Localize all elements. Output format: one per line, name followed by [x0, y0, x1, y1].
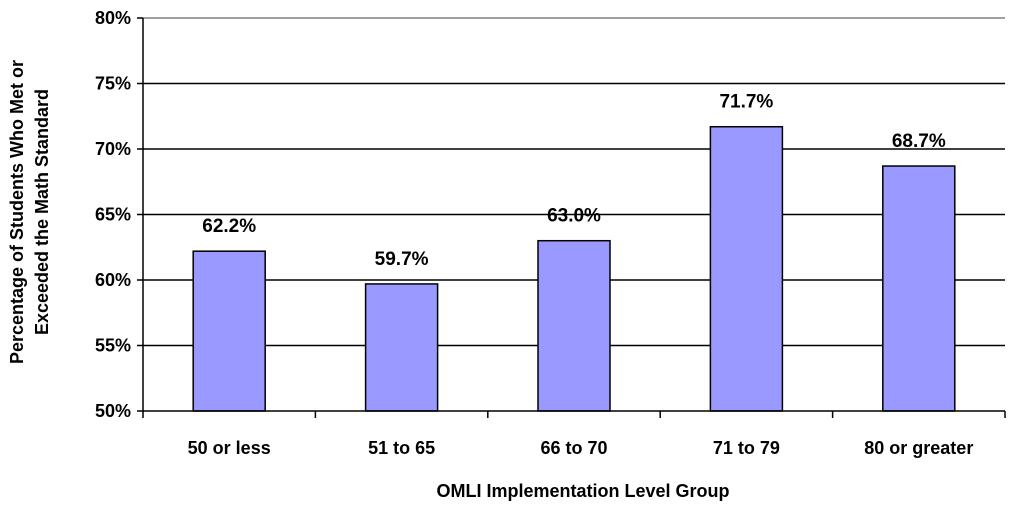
data-label: 59.7% — [375, 249, 429, 270]
bar-5 — [882, 165, 956, 412]
y-tick-label: 55% — [95, 336, 131, 356]
bar-2 — [364, 283, 439, 412]
y-tick-label: 75% — [95, 74, 131, 94]
bar-3 — [537, 239, 611, 412]
y-tick-label: 50% — [95, 401, 131, 421]
y-tick-label: 70% — [95, 139, 131, 159]
axes — [137, 17, 1006, 418]
data-label: 62.2% — [202, 216, 256, 237]
data-label: 68.7% — [892, 131, 946, 152]
x-tick-label: 51 to 65 — [368, 438, 435, 458]
bar-1 — [192, 250, 266, 412]
y-axis-title-line-1: Percentage of Students Who Met or — [7, 60, 27, 364]
bars — [192, 125, 956, 412]
data-label: 63.0% — [547, 206, 601, 227]
x-tick-label: 50 or less — [188, 438, 271, 458]
data-labels: 62.2% 59.7% 63.0% 71.7% 68.7% — [202, 92, 946, 270]
y-axis-title-line-2: Exceeded the Math Standard — [32, 89, 52, 335]
x-tick-label: 80 or greater — [864, 438, 973, 458]
x-tick-labels: 50 or less 51 to 65 66 to 70 71 to 79 80 or … — [188, 438, 974, 458]
data-label: 71.7% — [719, 92, 773, 113]
y-tick-label: 65% — [95, 205, 131, 225]
bar-4 — [709, 125, 784, 412]
x-axis-title: OMLI Implementation Level Group — [436, 481, 729, 501]
y-tick-label: 60% — [95, 270, 131, 290]
x-tick-label: 66 to 70 — [540, 438, 607, 458]
gridlines — [143, 17, 1005, 347]
y-tick-label: 80% — [95, 8, 131, 28]
x-tick-label: 71 to 79 — [713, 438, 780, 458]
y-tick-labels: 50% 55% 60% 65% 70% 75% 80% — [95, 8, 131, 421]
